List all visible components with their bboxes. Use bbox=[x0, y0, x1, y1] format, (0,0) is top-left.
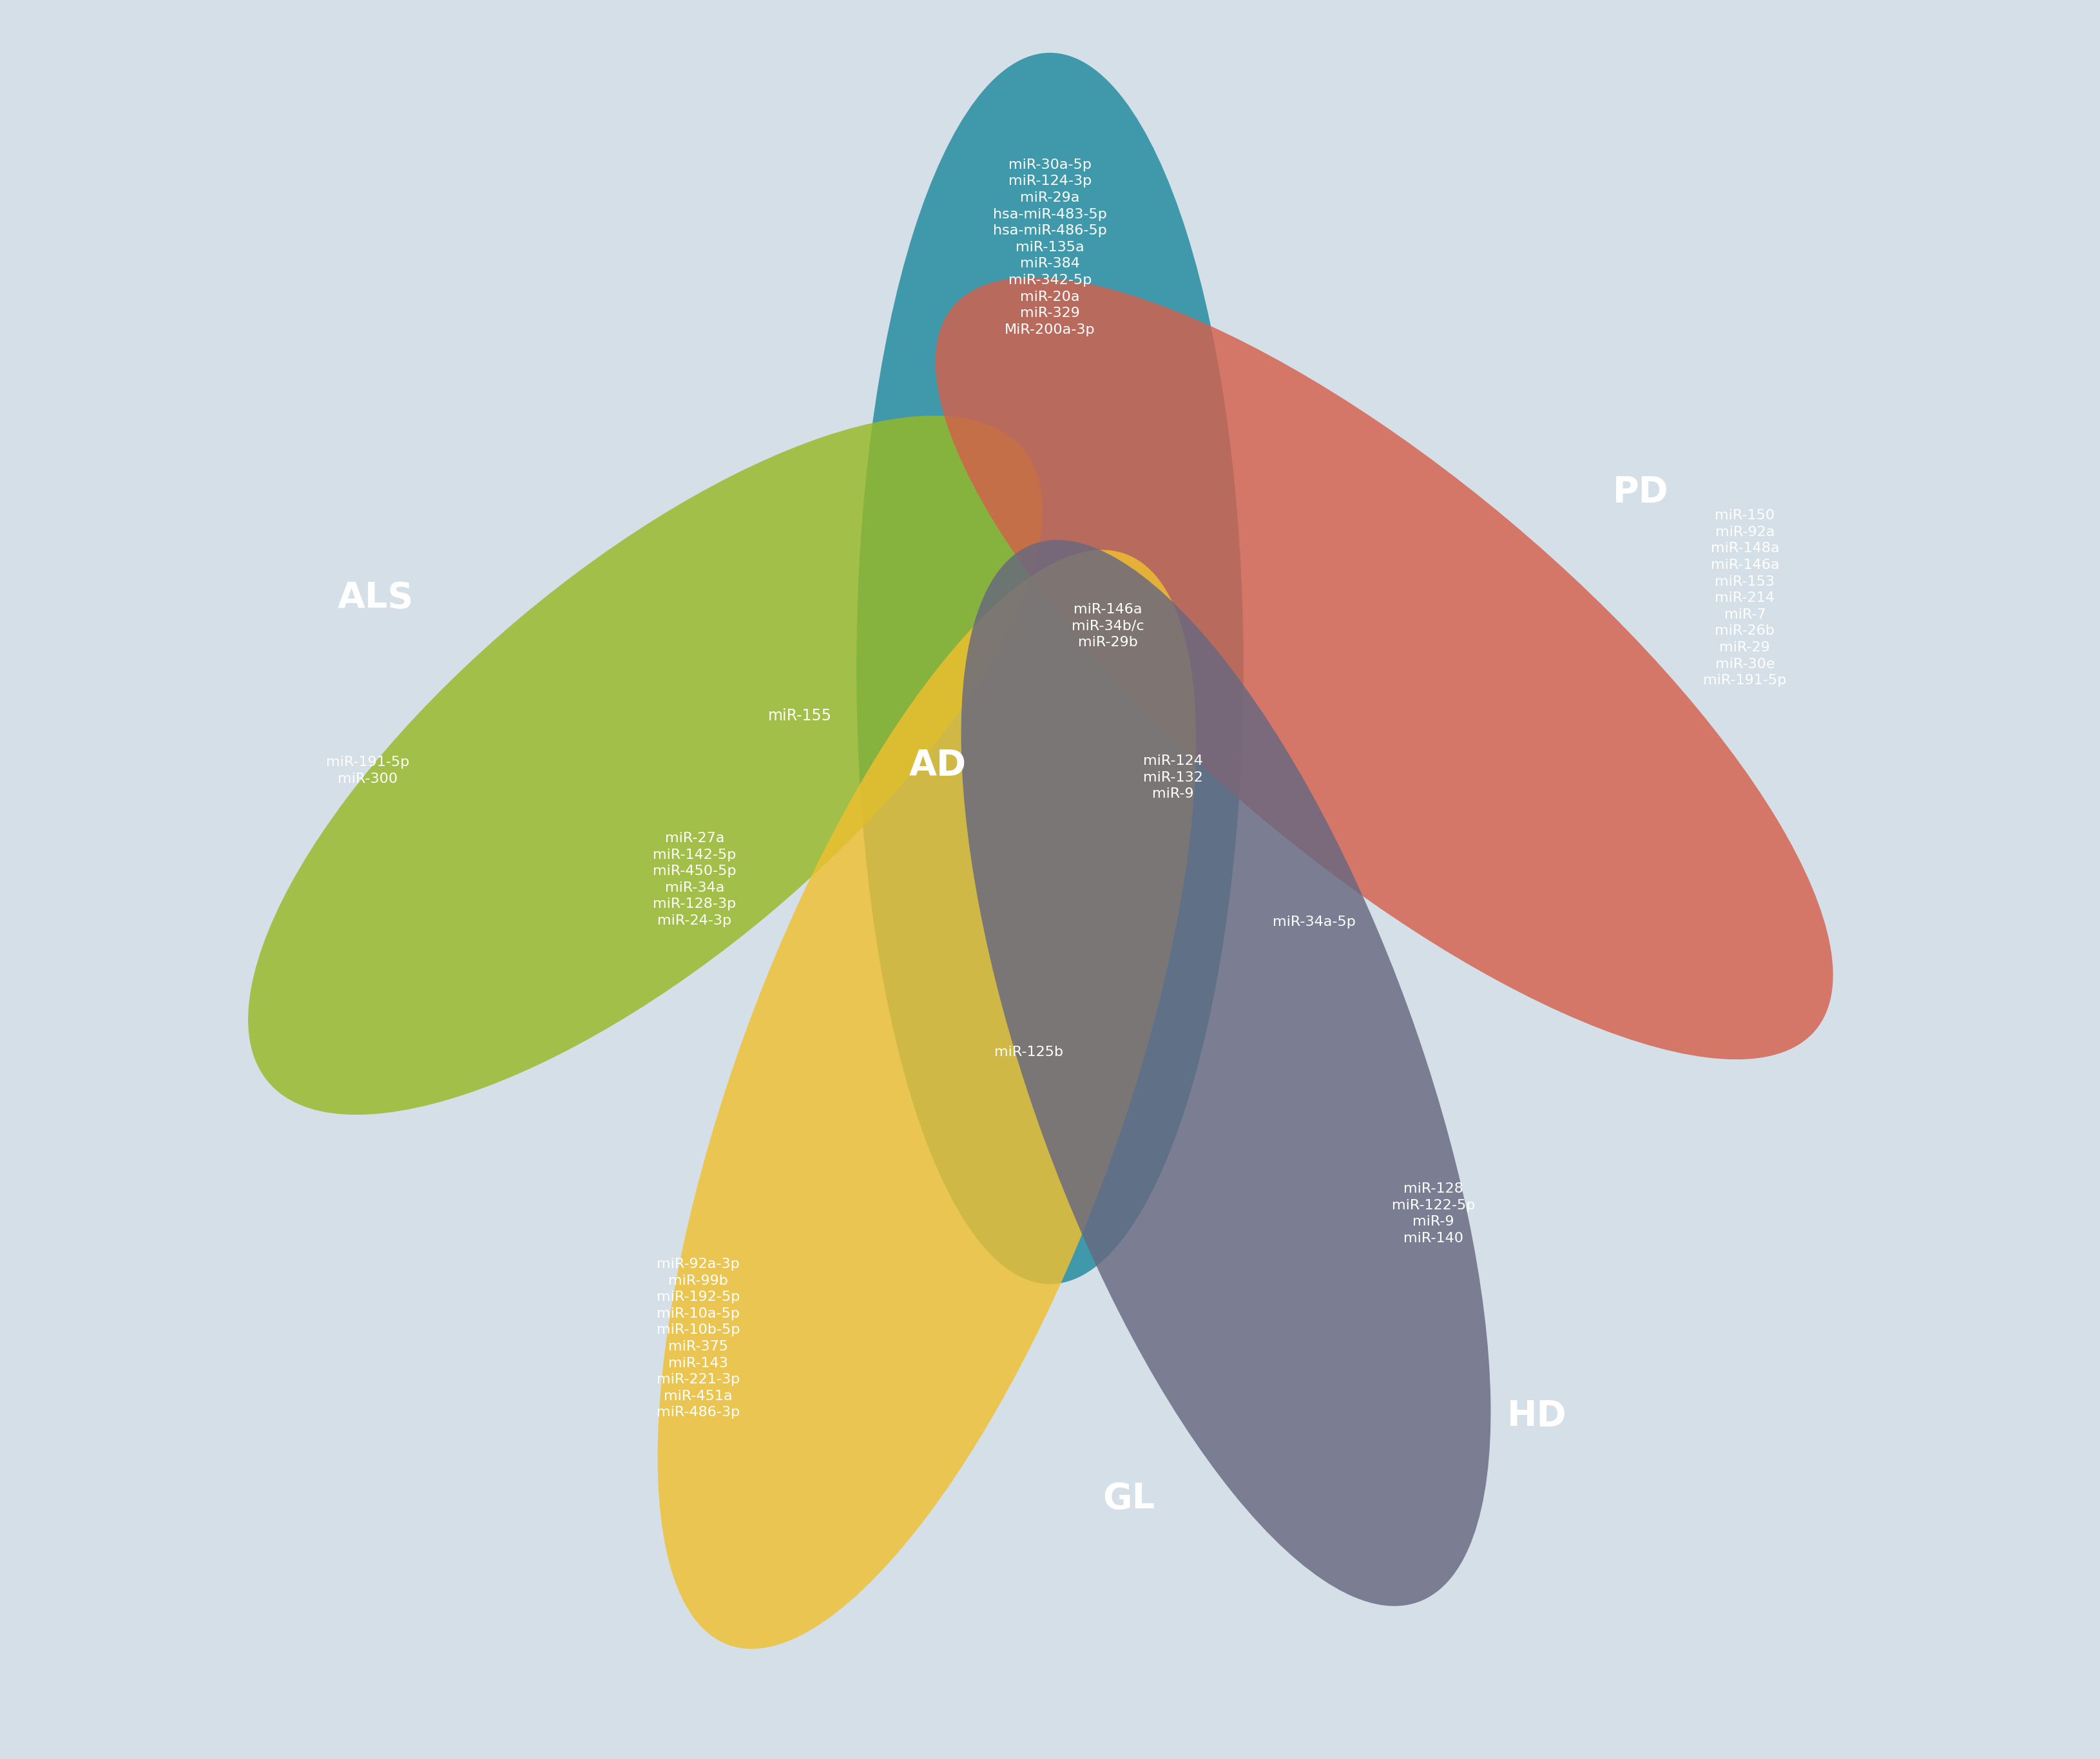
Text: miR-150
miR-92a
miR-148a
miR-146a
miR-153
miR-214
miR-7
miR-26b
miR-29
miR-30e
m: miR-150 miR-92a miR-148a miR-146a miR-15… bbox=[1703, 508, 1787, 688]
Text: PD: PD bbox=[1613, 475, 1670, 510]
Ellipse shape bbox=[857, 53, 1243, 1284]
Ellipse shape bbox=[934, 278, 1833, 1059]
Text: miR-27a
miR-142-5p
miR-450-5p
miR-34a
miR-128-3p
miR-24-3p: miR-27a miR-142-5p miR-450-5p miR-34a mi… bbox=[653, 832, 737, 927]
Text: miR-30a-5p
miR-124-3p
miR-29a
hsa-miR-483-5p
hsa-miR-486-5p
miR-135a
miR-384
miR: miR-30a-5p miR-124-3p miR-29a hsa-miR-48… bbox=[993, 158, 1107, 336]
Text: HD: HD bbox=[1508, 1398, 1567, 1434]
Text: miR-34a-5p: miR-34a-5p bbox=[1273, 915, 1354, 929]
Text: ALS: ALS bbox=[338, 580, 414, 616]
Ellipse shape bbox=[657, 551, 1197, 1648]
Ellipse shape bbox=[248, 415, 1044, 1115]
Text: miR-128
miR-122-5p
miR-9
miR-140: miR-128 miR-122-5p miR-9 miR-140 bbox=[1392, 1182, 1474, 1245]
Text: GL: GL bbox=[1102, 1481, 1155, 1516]
Text: miR-155: miR-155 bbox=[769, 709, 832, 723]
Text: miR-125b: miR-125b bbox=[995, 1045, 1063, 1059]
Text: miR-191-5p
miR-300: miR-191-5p miR-300 bbox=[325, 756, 410, 785]
Text: miR-92a-3p
miR-99b
miR-192-5p
miR-10a-5p
miR-10b-5p
miR-375
miR-143
miR-221-3p
m: miR-92a-3p miR-99b miR-192-5p miR-10a-5p… bbox=[657, 1258, 739, 1420]
Text: AD: AD bbox=[909, 748, 966, 783]
Ellipse shape bbox=[962, 540, 1491, 1606]
Text: miR-146a
miR-34b/c
miR-29b: miR-146a miR-34b/c miR-29b bbox=[1071, 603, 1144, 649]
Text: miR-124
miR-132
miR-9: miR-124 miR-132 miR-9 bbox=[1142, 755, 1203, 800]
